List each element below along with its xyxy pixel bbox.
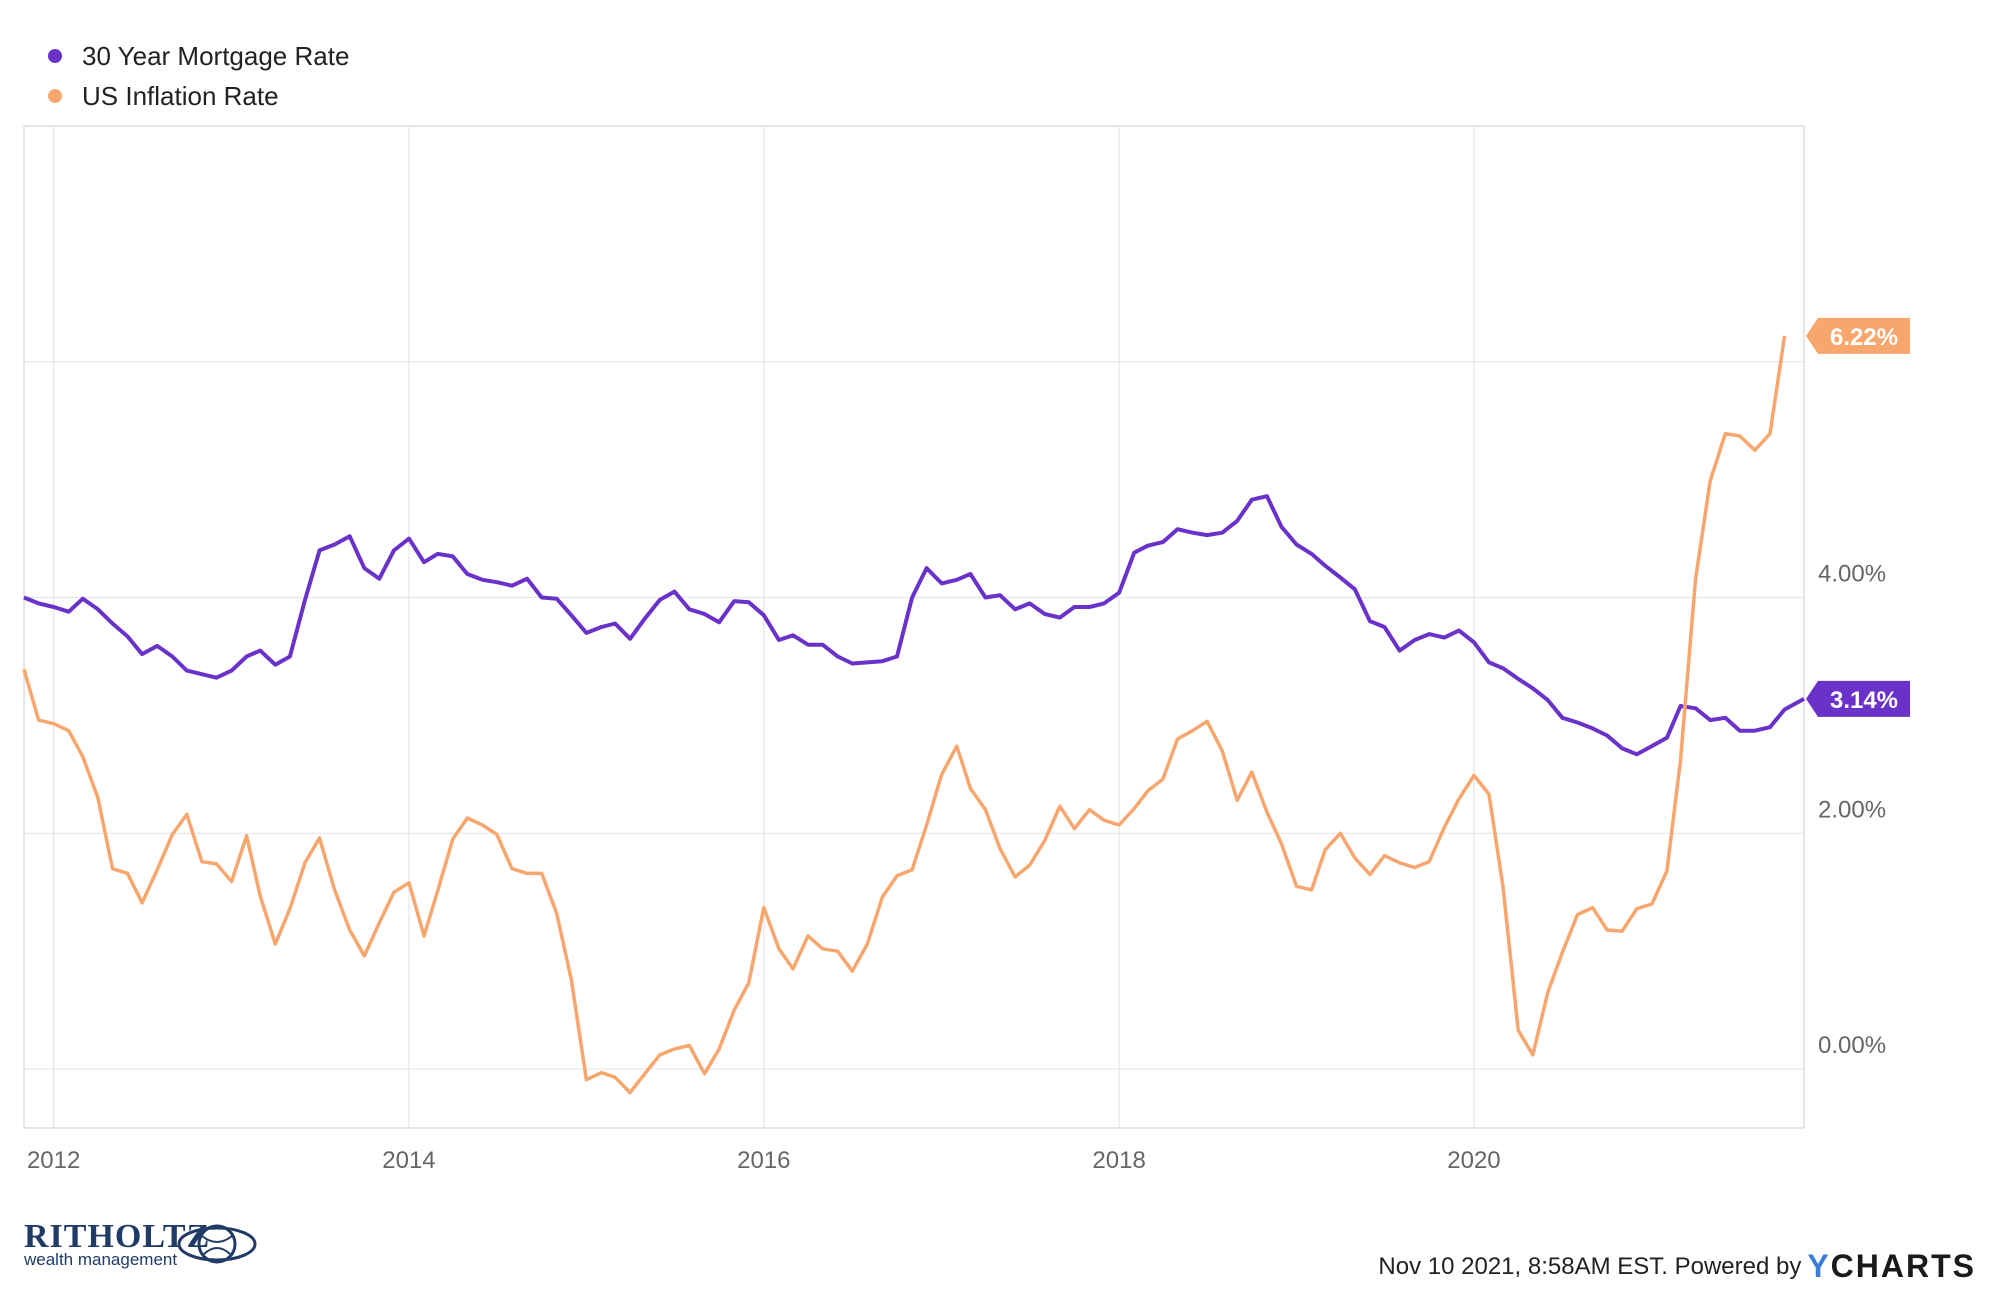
footer-credit: Nov 10 2021, 8:58AM EST. Powered by YCHA… [1378,1248,1976,1285]
y-tick-label: 0.00% [1818,1032,1886,1059]
x-tick-label: 2020 [1447,1147,1500,1174]
mortgage-end-badge [1806,680,1910,717]
legend: 30 Year Mortgage Rate US Inflation Rate [48,36,349,116]
x-tick-label: 2016 [737,1147,790,1174]
timestamp-text: Nov 10 2021, 8:58AM EST. Powered by [1378,1252,1802,1280]
inflation-end-badge-label: 6.22% [1830,324,1898,351]
legend-label-inflation: US Inflation Rate [82,80,279,111]
legend-dot-mortgage [48,49,62,63]
legend-item-mortgage[interactable]: 30 Year Mortgage Rate [48,36,349,76]
plot-frame [23,125,1805,1129]
ycharts-logo-rest: CHARTS [1830,1248,1976,1284]
inflation-end-badge [1806,317,1910,354]
brand-subtitle: wealth management [24,1250,178,1269]
x-tick-label: 2014 [382,1147,435,1174]
globe-emblem-icon [177,1224,257,1264]
legend-dot-inflation [48,89,62,103]
y-tick-label: 4.00% [1818,561,1886,588]
y-tick-label: 2.00% [1818,796,1886,823]
legend-item-inflation[interactable]: US Inflation Rate [48,76,349,116]
inflation-rate-line [22,335,1787,1095]
brand-name: RITHOLTZ [24,1218,211,1255]
legend-label-mortgage: 30 Year Mortgage Rate [82,40,350,71]
ycharts-logo[interactable]: YCHARTS [1807,1248,1976,1285]
ritholtz-logo: RITHOLTZ wealth management [24,1218,257,1270]
x-tick-label: 2012 [27,1147,80,1174]
mortgage-end-badge-label: 3.14% [1830,687,1898,714]
ycharts-logo-y: Y [1807,1248,1831,1284]
mortgage-rate-line [23,494,1805,757]
x-tick-label: 2018 [1092,1147,1145,1174]
